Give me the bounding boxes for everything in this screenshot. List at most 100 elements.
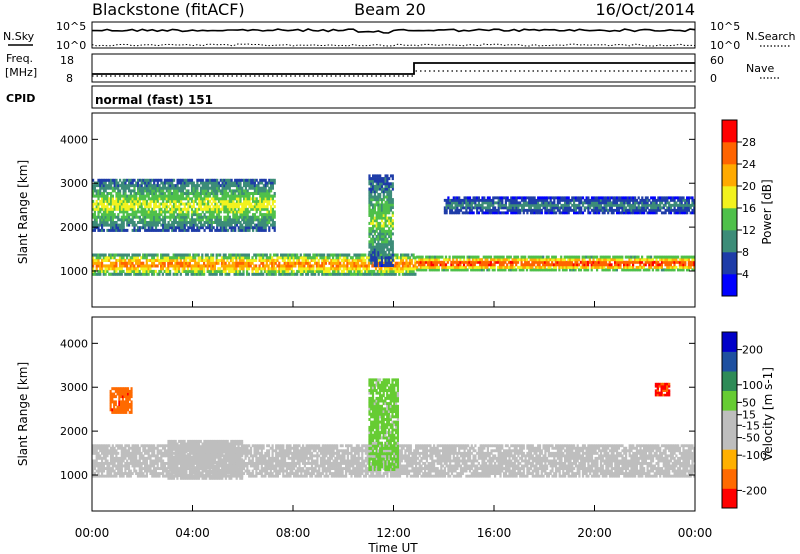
power-cell — [190, 184, 194, 188]
power-cell — [232, 197, 235, 201]
power-cell — [226, 223, 230, 227]
power-cell — [156, 186, 159, 190]
power-cell — [504, 203, 507, 207]
power-cell — [596, 211, 599, 215]
power-cell — [212, 213, 215, 217]
power-cell — [133, 223, 136, 227]
power-cell — [198, 218, 201, 222]
power-cell — [380, 208, 384, 212]
power-cell — [270, 178, 273, 182]
power-cell — [471, 260, 475, 264]
power-cell — [562, 198, 565, 202]
power-cell — [113, 253, 116, 257]
power-cell — [635, 265, 638, 269]
power-cell — [475, 268, 478, 272]
power-cell — [171, 223, 174, 227]
power-cell — [486, 203, 489, 207]
power-cell — [377, 242, 380, 246]
power-cell — [137, 221, 140, 224]
power-cell — [269, 256, 272, 260]
power-cell — [382, 208, 385, 212]
power-cell — [102, 223, 105, 227]
power-cell — [194, 267, 197, 271]
power-cell — [377, 185, 380, 188]
power-cell — [389, 185, 393, 188]
freq-label: Freq. — [6, 52, 33, 65]
power-cell — [382, 235, 385, 238]
power-cell — [212, 210, 215, 214]
power-cell — [196, 192, 199, 195]
power-cell — [260, 261, 263, 265]
power-cell — [93, 207, 96, 211]
power-cell — [259, 189, 262, 193]
power-cell — [389, 206, 393, 209]
power-cell — [564, 206, 567, 210]
power-cell — [444, 258, 448, 262]
power-cell — [675, 203, 678, 207]
power-cell — [224, 272, 227, 276]
power-cell — [372, 256, 375, 260]
power-cell — [386, 206, 389, 209]
power-cell — [222, 253, 225, 257]
power-cell — [239, 228, 242, 232]
power-cell — [108, 178, 111, 182]
power-cell — [187, 202, 190, 206]
power-cell — [162, 205, 165, 209]
power-cell — [556, 260, 559, 264]
power-cell — [574, 255, 577, 259]
power-cell — [104, 197, 107, 201]
power-cell — [368, 214, 371, 217]
power-cell — [172, 223, 176, 227]
power-cell — [337, 256, 340, 260]
power-cell — [651, 208, 655, 212]
power-cell — [138, 253, 141, 257]
power-cell — [255, 264, 258, 268]
power-cell — [149, 228, 152, 232]
power-cell — [299, 256, 302, 260]
power-colorbar-swatch — [722, 120, 737, 143]
power-cell — [490, 201, 493, 205]
power-cell — [630, 198, 633, 202]
power-cell — [201, 178, 204, 182]
power-cell — [152, 264, 156, 268]
power-cell — [247, 264, 250, 268]
power-cell — [398, 261, 401, 265]
power-cell — [270, 210, 273, 214]
power-cell — [124, 178, 127, 182]
power-cell — [443, 260, 446, 264]
power-cell — [599, 196, 603, 200]
power-cell — [217, 189, 221, 193]
power-cell — [242, 269, 245, 273]
power-colorbar-swatch — [722, 208, 737, 231]
power-cell — [149, 223, 152, 227]
power-cell — [544, 198, 547, 202]
power-cell — [370, 245, 373, 249]
power-cell — [299, 264, 302, 268]
power-cell — [172, 256, 175, 260]
power-cell — [262, 258, 265, 262]
power-cell — [219, 253, 222, 257]
power-colorbar-tick-label: 24 — [742, 158, 756, 171]
power-cell — [199, 178, 203, 182]
power-cell — [110, 218, 113, 222]
power-cell — [687, 196, 690, 200]
power-cell — [235, 253, 238, 257]
power-cell — [498, 263, 502, 267]
power-cell — [140, 226, 143, 230]
power-cell — [391, 214, 394, 217]
power-cell — [172, 197, 176, 201]
power-cell — [266, 207, 269, 211]
power-cell — [128, 213, 131, 217]
power-cell — [95, 223, 98, 227]
power-cell — [385, 267, 388, 271]
power-cell — [216, 213, 219, 217]
power-cell — [160, 264, 163, 268]
power-cell — [463, 201, 466, 205]
power-cell — [260, 253, 263, 257]
power-cell — [540, 201, 543, 205]
power-cell — [565, 268, 568, 272]
power-cell — [163, 205, 167, 209]
power-cell — [375, 179, 378, 183]
power-cell — [176, 226, 179, 230]
power-cell — [452, 268, 455, 272]
